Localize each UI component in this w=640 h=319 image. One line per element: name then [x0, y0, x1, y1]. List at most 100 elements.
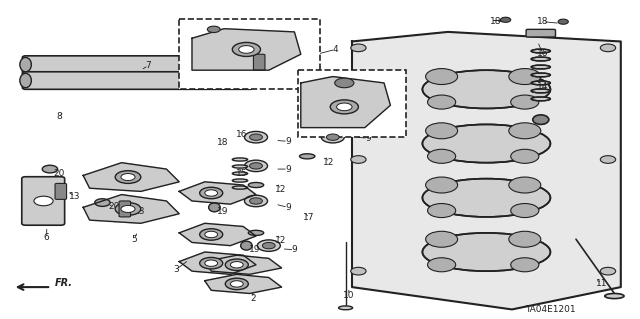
Circle shape — [330, 100, 358, 114]
Text: 19: 19 — [323, 108, 334, 117]
Circle shape — [239, 46, 254, 53]
Circle shape — [42, 165, 58, 173]
Ellipse shape — [232, 158, 248, 161]
Text: 18: 18 — [537, 17, 548, 26]
Circle shape — [428, 258, 456, 272]
Text: 20: 20 — [108, 202, 120, 211]
Text: 10: 10 — [343, 291, 355, 300]
Ellipse shape — [422, 124, 550, 163]
Circle shape — [326, 115, 339, 121]
Text: 9: 9 — [285, 137, 291, 146]
Ellipse shape — [248, 230, 264, 235]
Ellipse shape — [422, 70, 550, 108]
Circle shape — [232, 42, 260, 56]
Text: 12: 12 — [323, 158, 334, 167]
Text: 13: 13 — [271, 60, 282, 69]
Circle shape — [244, 131, 268, 143]
Circle shape — [225, 259, 248, 271]
Text: 1: 1 — [381, 104, 387, 113]
Text: 15: 15 — [236, 169, 248, 178]
Polygon shape — [179, 223, 256, 246]
Ellipse shape — [301, 106, 313, 115]
Circle shape — [205, 260, 218, 266]
Circle shape — [426, 123, 458, 139]
Circle shape — [230, 262, 243, 268]
Polygon shape — [352, 32, 621, 309]
Polygon shape — [83, 195, 179, 223]
Ellipse shape — [422, 179, 550, 217]
Text: 9: 9 — [285, 165, 291, 174]
Circle shape — [509, 123, 541, 139]
Circle shape — [121, 205, 135, 212]
Circle shape — [600, 156, 616, 163]
Circle shape — [428, 204, 456, 218]
Text: 2: 2 — [250, 294, 255, 303]
Circle shape — [426, 231, 458, 247]
Text: 4: 4 — [333, 45, 338, 54]
FancyBboxPatch shape — [22, 56, 253, 73]
Circle shape — [257, 240, 280, 251]
Circle shape — [509, 231, 541, 247]
FancyBboxPatch shape — [22, 177, 65, 225]
Text: 17: 17 — [303, 213, 315, 222]
Ellipse shape — [244, 73, 255, 88]
Text: 5: 5 — [132, 235, 137, 244]
Circle shape — [558, 19, 568, 24]
Ellipse shape — [244, 57, 255, 72]
Ellipse shape — [300, 154, 315, 159]
Circle shape — [205, 190, 218, 196]
Text: 18: 18 — [490, 17, 502, 26]
Ellipse shape — [248, 182, 264, 188]
Polygon shape — [192, 29, 301, 70]
Circle shape — [428, 95, 456, 109]
Ellipse shape — [20, 73, 31, 88]
Ellipse shape — [20, 57, 31, 72]
Circle shape — [225, 278, 248, 290]
Text: 3: 3 — [173, 265, 179, 274]
Circle shape — [321, 131, 344, 143]
Circle shape — [511, 95, 539, 109]
Circle shape — [600, 267, 616, 275]
Circle shape — [511, 258, 539, 272]
Circle shape — [250, 134, 262, 140]
Text: 14: 14 — [537, 82, 548, 91]
Text: 7: 7 — [146, 61, 151, 70]
FancyBboxPatch shape — [179, 19, 320, 89]
Text: 19: 19 — [217, 207, 228, 216]
Ellipse shape — [531, 81, 550, 85]
FancyBboxPatch shape — [298, 70, 406, 137]
Circle shape — [326, 134, 339, 140]
Text: 16: 16 — [537, 49, 548, 58]
Ellipse shape — [605, 293, 624, 299]
Circle shape — [351, 267, 366, 275]
Text: TA04E1201: TA04E1201 — [525, 305, 575, 314]
Text: 12: 12 — [275, 236, 286, 245]
FancyBboxPatch shape — [253, 54, 265, 70]
Circle shape — [230, 281, 243, 287]
Text: 6: 6 — [44, 233, 49, 242]
Circle shape — [115, 203, 141, 215]
Circle shape — [262, 242, 275, 249]
Circle shape — [200, 257, 223, 269]
Circle shape — [250, 198, 262, 204]
FancyBboxPatch shape — [526, 29, 556, 37]
Text: FR.: FR. — [54, 278, 72, 287]
Ellipse shape — [232, 186, 248, 189]
Circle shape — [351, 156, 366, 163]
Text: 12: 12 — [275, 185, 286, 194]
Circle shape — [426, 177, 458, 193]
Polygon shape — [301, 77, 390, 128]
Circle shape — [244, 160, 268, 172]
FancyBboxPatch shape — [119, 201, 131, 217]
Circle shape — [205, 231, 218, 238]
Ellipse shape — [531, 97, 550, 101]
Circle shape — [337, 103, 352, 111]
FancyBboxPatch shape — [22, 72, 253, 89]
Circle shape — [34, 196, 53, 206]
Circle shape — [509, 177, 541, 193]
Circle shape — [426, 69, 458, 85]
Text: 17: 17 — [537, 118, 548, 127]
Circle shape — [428, 149, 456, 163]
Ellipse shape — [232, 165, 248, 168]
Circle shape — [200, 229, 223, 240]
